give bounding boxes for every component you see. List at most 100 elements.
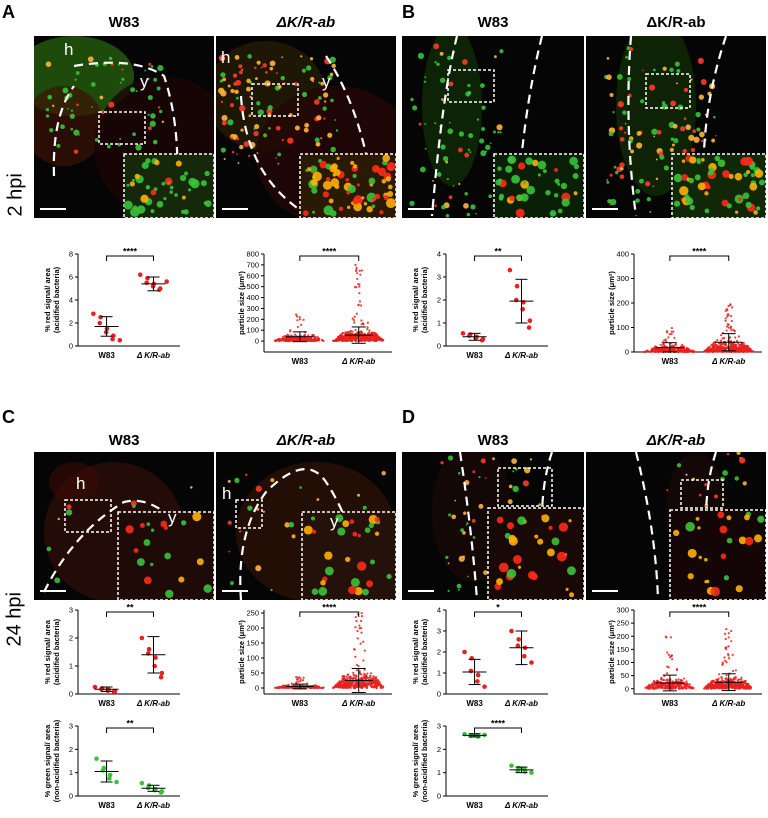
- bacteria-spot: [269, 60, 276, 67]
- data-point: [719, 346, 722, 350]
- bacteria-spot: [230, 581, 234, 585]
- data-point: [685, 680, 688, 683]
- data-point: [730, 329, 733, 332]
- heart-marker-a-wt: h: [64, 40, 74, 59]
- bacteria-spot: [267, 105, 273, 111]
- bacteria-spot: [682, 148, 688, 154]
- inset-bacteria-spot: [319, 160, 328, 169]
- data-point: [671, 680, 674, 683]
- inset-bacteria-spot: [331, 163, 338, 170]
- bacteria-spot: [234, 55, 240, 60]
- bacteria-spot: [713, 115, 716, 119]
- bacteria-spot: [606, 56, 610, 60]
- micrograph-image: [402, 36, 584, 218]
- inset-bacteria-spot: [345, 177, 349, 182]
- bacteria-spot: [673, 138, 679, 144]
- scale-bar: [40, 208, 66, 210]
- bacteria-spot: [330, 98, 334, 103]
- bacteria-spot: [440, 144, 446, 150]
- data-point: [719, 339, 723, 342]
- bacteria-spot: [669, 147, 674, 152]
- data-point: [275, 686, 279, 689]
- data-point: [281, 335, 284, 339]
- bacteria-spot: [256, 101, 261, 106]
- data-point: [731, 669, 735, 673]
- inset-bacteria-spot: [164, 552, 172, 560]
- inset-bacteria-spot: [163, 196, 167, 201]
- inset-bacteria-spot: [329, 210, 337, 217]
- data-point: [295, 681, 298, 684]
- inset-bacteria-spot: [325, 176, 331, 182]
- inset-bacteria-spot: [305, 168, 309, 173]
- bacteria-spot: [467, 83, 471, 88]
- y-tick-label: 150: [616, 645, 629, 654]
- micrograph-image: [216, 36, 396, 218]
- inset-bacteria-spot: [328, 198, 334, 204]
- bacteria-spot: [255, 485, 262, 492]
- data-point: [92, 684, 98, 690]
- data-point: [720, 679, 724, 682]
- inset-bacteria-spot: [181, 195, 186, 200]
- inset-bacteria-spot: [196, 558, 204, 566]
- bacteria-spot: [47, 94, 53, 100]
- y-axis-label-line: % green signal/ area: [43, 724, 52, 797]
- inset-bacteria-spot: [352, 531, 358, 537]
- bacteria-spot: [467, 575, 469, 578]
- data-point: [717, 685, 720, 688]
- inset-bacteria-spot: [673, 529, 680, 537]
- tissue-outline: [239, 95, 307, 215]
- data-point: [654, 348, 657, 351]
- bacteria-spot: [615, 170, 619, 175]
- y-tick-label: 200: [246, 315, 259, 324]
- bacteria-spot: [66, 504, 72, 510]
- data-point: [709, 347, 713, 350]
- data-point: [273, 686, 276, 689]
- data-point: [687, 347, 690, 350]
- y-tick-label: 0: [69, 690, 73, 699]
- data-point: [660, 676, 663, 679]
- bacteria-spot: [670, 100, 677, 107]
- data-point: [677, 685, 680, 688]
- bacteria-spot: [262, 510, 266, 513]
- x-tick-label: Δ K/R-ab: [341, 699, 375, 708]
- data-point: [681, 685, 684, 689]
- x-tick-label: Δ K/R-ab: [504, 351, 538, 360]
- inset-bacteria-spot: [204, 200, 212, 208]
- bacteria-spot: [655, 158, 658, 161]
- inset-bacteria-spot: [568, 519, 572, 523]
- data-point: [338, 680, 341, 683]
- data-point: [342, 680, 345, 683]
- inset-bacteria-spot: [698, 555, 702, 560]
- bacteria-spot: [119, 137, 122, 140]
- data-point: [740, 344, 743, 347]
- bacteria-spot: [74, 78, 77, 81]
- inset-bacteria-spot: [541, 514, 550, 523]
- data-point: [290, 334, 293, 337]
- bacteria-spot: [617, 101, 624, 108]
- data-point: [727, 645, 730, 648]
- data-point: [376, 336, 380, 339]
- inset-bacteria-spot: [386, 573, 392, 580]
- bacteria-spot: [301, 91, 308, 98]
- bacteria-spot: [62, 87, 69, 94]
- inset-bacteria-spot: [681, 174, 689, 181]
- bacteria-spot: [241, 68, 244, 71]
- data-point: [658, 685, 661, 688]
- bacteria-spot: [669, 67, 674, 73]
- data-point: [658, 349, 661, 352]
- data-point: [359, 332, 363, 335]
- bacteria-spot: [734, 476, 739, 481]
- inset-bacteria-spot: [200, 180, 207, 187]
- bacteria-spot: [480, 150, 487, 157]
- data-point: [355, 266, 358, 269]
- bacteria-spot: [249, 95, 252, 99]
- bacteria-spot: [457, 147, 463, 153]
- y-axis-label-line: % red signal/ area: [411, 619, 420, 684]
- inset-bacteria-spot: [167, 181, 171, 185]
- data-point: [356, 277, 359, 280]
- scale-bar: [408, 590, 434, 592]
- bacteria-spot: [304, 122, 309, 128]
- strain-label-c-wt: W83: [108, 432, 140, 449]
- inset-bacteria-spot: [346, 190, 351, 195]
- y-axis-label-line: % green signal/ area: [411, 724, 420, 797]
